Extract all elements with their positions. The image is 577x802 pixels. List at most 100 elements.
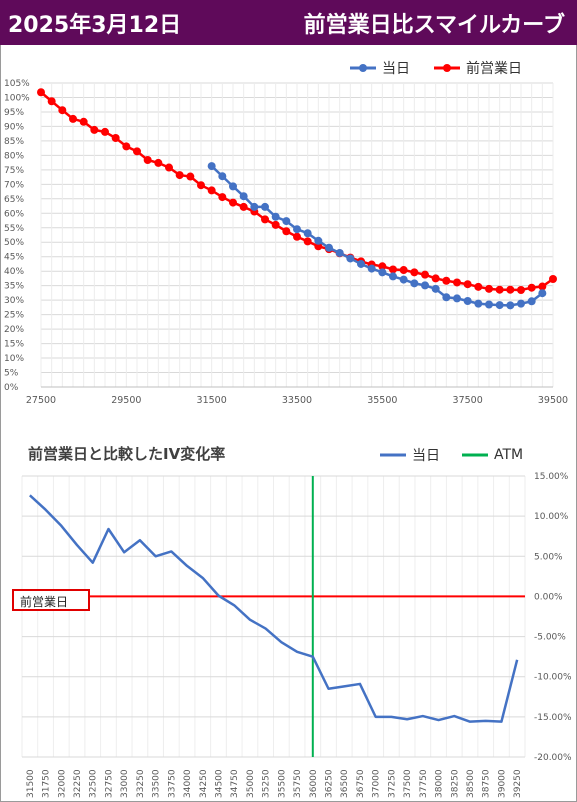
data-point-prev	[197, 181, 205, 190]
y-tick-label: 0%	[4, 383, 19, 393]
data-point-prev	[421, 270, 429, 279]
y-tick-label: 15.00%	[534, 472, 569, 482]
data-point-prev	[517, 286, 525, 295]
data-point-prev	[101, 127, 109, 136]
x-tick-label: 33500	[152, 769, 162, 798]
data-point-prev	[442, 276, 451, 285]
data-point-prev	[399, 266, 408, 275]
data-point-today	[474, 299, 483, 308]
y-tick-label: 85%	[4, 137, 24, 147]
data-point-prev	[495, 285, 504, 294]
baseline-label: 前営業日	[12, 589, 90, 611]
data-point-prev	[186, 172, 195, 181]
y-tick-label: 45%	[4, 253, 24, 263]
data-point-today	[453, 294, 461, 303]
data-point-today	[485, 300, 493, 309]
y-tick-label: 10%	[4, 354, 24, 364]
x-tick-label: 27500	[26, 395, 56, 406]
data-point-today	[303, 229, 312, 238]
data-point-today	[389, 272, 397, 281]
series-line-today	[210, 165, 544, 307]
data-point-prev	[474, 282, 483, 291]
y-tick-label: 50%	[4, 238, 24, 248]
x-tick-label: 35500	[367, 395, 397, 406]
smile-curve-chart: 0% 5% 10% 15% 20% 25% 30% 35% 40% 45% 50% 55% 60% 65%…	[4, 79, 568, 406]
data-point-prev	[58, 106, 67, 115]
x-tick-label: 35250	[262, 769, 272, 798]
report-date: 2025年3月12日	[8, 13, 182, 38]
data-point-today	[506, 301, 515, 310]
x-tick-label: 37000	[372, 769, 382, 798]
data-point-prev	[122, 142, 131, 151]
data-point-today	[538, 289, 547, 298]
data-point-prev	[485, 284, 493, 293]
y-tick-label: 20%	[4, 325, 24, 335]
data-point-prev	[389, 265, 397, 274]
data-point-prev	[293, 232, 301, 241]
data-point-prev	[37, 88, 45, 97]
x-tick-label: 34000	[183, 769, 193, 798]
iv-chart-title: 前営業日と比較したIV変化率	[28, 445, 226, 463]
legend-prev-label: 前営業日	[466, 61, 522, 77]
x-tick-label: 39500	[538, 395, 568, 406]
data-point-today	[325, 243, 333, 252]
data-point-prev	[271, 220, 280, 229]
y-tick-label: -10.00%	[534, 673, 572, 683]
data-point-prev	[527, 283, 536, 292]
data-point-prev	[314, 242, 323, 251]
data-point-today	[335, 248, 344, 257]
y-tick-label: 105%	[4, 79, 30, 89]
legend-prev-marker	[434, 64, 460, 72]
data-point-today	[442, 293, 451, 302]
y-tick-label: 10.00%	[534, 512, 569, 522]
data-point-today	[410, 279, 419, 288]
x-tick-label: 38750	[482, 769, 492, 798]
data-point-today	[218, 172, 227, 181]
y-tick-label: 35%	[4, 282, 24, 292]
x-tick-label: 35750	[293, 769, 303, 798]
y-tick-label: 70%	[4, 180, 24, 190]
chart1-legend: 当日 前営業日	[350, 58, 522, 78]
data-point-prev	[90, 125, 99, 134]
legend-iv-today-marker	[380, 453, 406, 457]
x-tick-label: 38000	[435, 769, 445, 798]
x-tick-label: 38250	[450, 769, 460, 798]
legend-today-label: 当日	[382, 61, 410, 77]
x-tick-label: 31500	[197, 395, 227, 406]
y-tick-label: -20.00%	[534, 753, 572, 763]
legend-atm-marker	[462, 453, 488, 457]
y-tick-label: 30%	[4, 296, 24, 306]
data-point-prev	[165, 163, 173, 172]
y-tick-label: 15%	[4, 340, 24, 350]
x-tick-label: 33500	[282, 395, 312, 406]
y-tick-label: 75%	[4, 166, 24, 176]
y-tick-label: 0.00%	[534, 592, 563, 602]
iv-change-line	[29, 494, 519, 723]
data-point-today	[207, 162, 216, 171]
data-point-prev	[239, 202, 248, 211]
y-tick-label: -5.00%	[534, 633, 566, 643]
data-point-today	[421, 281, 429, 290]
data-point-today	[271, 212, 280, 221]
data-point-today	[495, 301, 504, 310]
data-point-prev	[506, 285, 515, 294]
data-point-prev	[218, 193, 227, 202]
y-tick-label: 80%	[4, 151, 24, 161]
y-tick-label: 95%	[4, 108, 24, 118]
x-tick-label: 37500	[453, 395, 483, 406]
x-tick-label: 36500	[340, 769, 350, 798]
legend-atm-label: ATM	[494, 447, 524, 463]
data-point-today	[314, 236, 323, 245]
x-tick-label: 37750	[419, 769, 429, 798]
data-point-today	[399, 275, 408, 284]
y-tick-label: 40%	[4, 267, 24, 277]
x-tick-label: 31750	[42, 769, 52, 798]
x-tick-label: 32000	[57, 769, 67, 798]
data-point-today	[367, 264, 376, 273]
header-bar: 2025年3月12日 前営業日比スマイルカーブ	[0, 0, 577, 45]
data-point-prev	[47, 97, 56, 106]
data-point-today	[463, 297, 472, 306]
y-tick-label: 5%	[4, 369, 19, 379]
data-point-today	[239, 192, 248, 201]
x-tick-label: 29500	[111, 395, 141, 406]
